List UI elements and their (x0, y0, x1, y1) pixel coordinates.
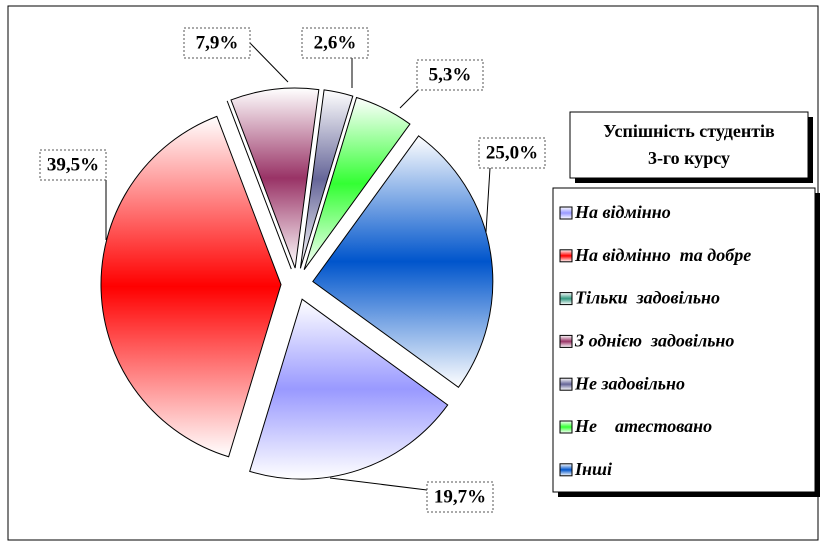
pie-slice (100, 115, 282, 458)
legend-label: Не атестовано (574, 416, 712, 436)
data-label: 19,7% (434, 486, 486, 507)
data-label: 7,9% (196, 32, 239, 53)
leader-line (249, 42, 289, 83)
legend-label: Не задовільно (574, 373, 685, 393)
pie-slice (312, 135, 494, 388)
label-box (426, 481, 494, 513)
label-box (301, 27, 369, 59)
pie-slice (249, 298, 449, 480)
legend-label: Інші (574, 459, 612, 479)
leader-line (329, 477, 428, 491)
legend-swatch (559, 292, 573, 306)
label-box (183, 27, 251, 59)
pie-slice (226, 100, 292, 270)
legend-swatch (559, 420, 573, 434)
label-box (478, 137, 546, 169)
leader-line (485, 167, 491, 233)
data-label: 2,6% (314, 32, 357, 53)
legend-swatch (559, 206, 573, 220)
legend-swatch (559, 249, 573, 263)
legend-swatch (559, 377, 573, 391)
chart-title: 3-го курсу (648, 148, 730, 168)
data-label: 39,5% (47, 154, 99, 175)
label-box (39, 149, 107, 181)
legend-box (552, 187, 816, 493)
legend-swatch (559, 463, 573, 477)
title-box (569, 111, 809, 179)
chart-title: Успішність студентів (603, 121, 775, 141)
pie-slice (230, 87, 320, 269)
data-label: 25,0% (486, 142, 538, 163)
legend-label: На відмінно та добре (574, 245, 751, 265)
pie-slice (299, 89, 354, 269)
label-box (416, 59, 484, 91)
data-label: 5,3% (429, 64, 472, 85)
legend-label: З однією задовільно (574, 331, 734, 351)
legend-label: Тільки задовільно (575, 288, 720, 308)
pie-slice (303, 96, 411, 270)
legend-label: На відмінно (574, 202, 671, 222)
legend-swatch (559, 334, 573, 348)
